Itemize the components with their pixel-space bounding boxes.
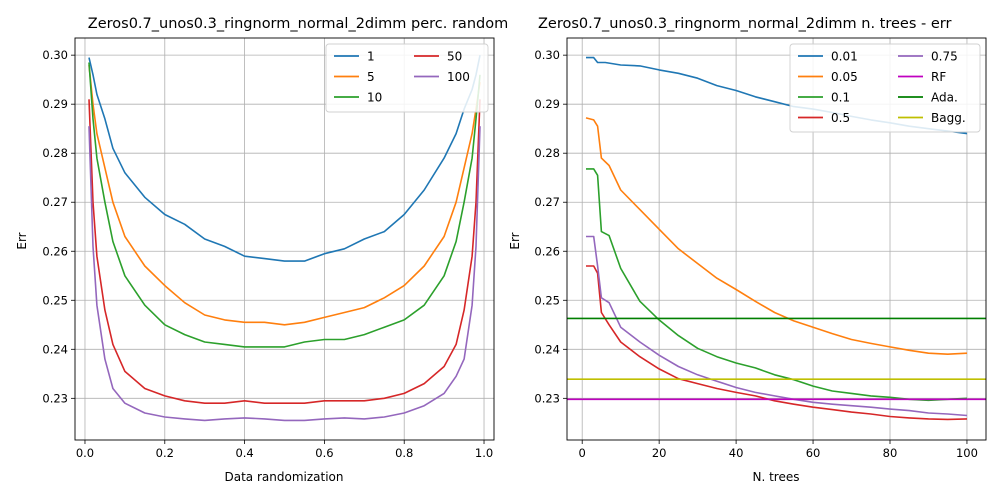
left-series-line-5 bbox=[88, 64, 481, 326]
left-series-line-50 bbox=[88, 99, 481, 405]
right-ytick-label-4: 0.27 bbox=[534, 195, 560, 209]
right-chart-title: Zeros0.7_unos0.3_ringnorm_normal_2dimm n… bbox=[538, 16, 951, 32]
right-ytick-label-3: 0.26 bbox=[534, 244, 560, 258]
left-series-line-10 bbox=[88, 62, 481, 348]
left-xtick-label-4: 0.8 bbox=[395, 446, 413, 460]
left-legend-label-10: 10 bbox=[367, 91, 382, 105]
left-chart-panel: Zeros0.7_unos0.3_ringnorm_normal_2dimm p… bbox=[15, 16, 508, 484]
right-legend-label-0.01: 0.01 bbox=[831, 50, 858, 64]
left-ytick-label-1: 0.24 bbox=[42, 342, 68, 356]
left-legend-label-1: 1 bbox=[367, 50, 375, 64]
left-xtick-label-5: 1.0 bbox=[475, 446, 493, 460]
right-legend-label-RF: RF bbox=[931, 70, 946, 84]
right-xtick-label-1: 20 bbox=[652, 446, 667, 460]
right-chart-ylabel: Err bbox=[508, 232, 522, 249]
right-xtick-label-5: 100 bbox=[956, 446, 978, 460]
right-chart-panel: Zeros0.7_unos0.3_ringnorm_normal_2dimm n… bbox=[508, 16, 987, 484]
left-series-group bbox=[88, 55, 481, 422]
left-ytick-label-7: 0.30 bbox=[42, 48, 68, 62]
left-legend-label-100: 100 bbox=[447, 70, 470, 84]
left-chart-ylabel: Err bbox=[15, 232, 29, 249]
left-series-line-100 bbox=[88, 126, 481, 422]
left-xtick-label-1: 0.2 bbox=[156, 446, 174, 460]
left-ytick-label-4: 0.27 bbox=[42, 195, 68, 209]
right-legend: 0.01 0.05 0.1 0.5 0.75 RF Ada. Bagg. bbox=[789, 43, 981, 133]
left-chart-title: Zeros0.7_unos0.3_ringnorm_normal_2dimm p… bbox=[88, 16, 508, 32]
left-xtick-label-2: 0.4 bbox=[235, 446, 253, 460]
left-xtick-label-3: 0.6 bbox=[315, 446, 333, 460]
left-series-line-1 bbox=[88, 55, 481, 262]
right-series-line-0.05 bbox=[585, 117, 968, 356]
right-legend-label-Bagg.: Bagg. bbox=[931, 111, 966, 125]
right-series-line-0.75 bbox=[586, 235, 968, 417]
left-ytick-label-6: 0.29 bbox=[42, 97, 68, 111]
left-ytick-label-0: 0.23 bbox=[42, 391, 68, 405]
right-ytick-label-0: 0.23 bbox=[534, 391, 560, 405]
right-ytick-label-6: 0.29 bbox=[534, 97, 560, 111]
right-legend-label-0.5: 0.5 bbox=[831, 111, 850, 125]
left-ytick-label-2: 0.25 bbox=[42, 293, 68, 307]
right-legend-label-Ada.: Ada. bbox=[931, 91, 958, 105]
left-ytick-label-5: 0.28 bbox=[42, 146, 68, 160]
left-legend-box bbox=[325, 43, 489, 113]
left-legend: 1 5 10 50 100 bbox=[325, 43, 489, 113]
right-legend-label-0.05: 0.05 bbox=[831, 70, 858, 84]
right-xtick-label-3: 60 bbox=[806, 446, 821, 460]
left-chart-xlabel: Data randomization bbox=[225, 470, 344, 484]
right-xtick-label-0: 0 bbox=[579, 446, 586, 460]
left-axes-frame bbox=[74, 37, 495, 441]
right-series-line-0.1 bbox=[586, 168, 968, 402]
right-ytick-label-2: 0.25 bbox=[534, 293, 560, 307]
right-series-line-0.5 bbox=[586, 265, 968, 421]
left-xtick-label-0: 0.0 bbox=[76, 446, 94, 460]
right-xtick-label-2: 40 bbox=[729, 446, 744, 460]
right-ytick-label-1: 0.24 bbox=[534, 342, 560, 356]
right-ytick-label-7: 0.30 bbox=[534, 48, 560, 62]
left-ytick-label-3: 0.26 bbox=[42, 244, 68, 258]
right-legend-label-0.75: 0.75 bbox=[931, 50, 958, 64]
right-legend-label-0.1: 0.1 bbox=[831, 91, 850, 105]
right-chart-xlabel: N. trees bbox=[753, 470, 800, 484]
right-legend-box bbox=[789, 43, 981, 133]
left-legend-label-50: 50 bbox=[447, 50, 462, 64]
right-xtick-label-4: 80 bbox=[883, 446, 898, 460]
right-ytick-label-5: 0.28 bbox=[534, 146, 560, 160]
right-axes-frame bbox=[566, 37, 987, 441]
left-legend-label-5: 5 bbox=[367, 70, 375, 84]
